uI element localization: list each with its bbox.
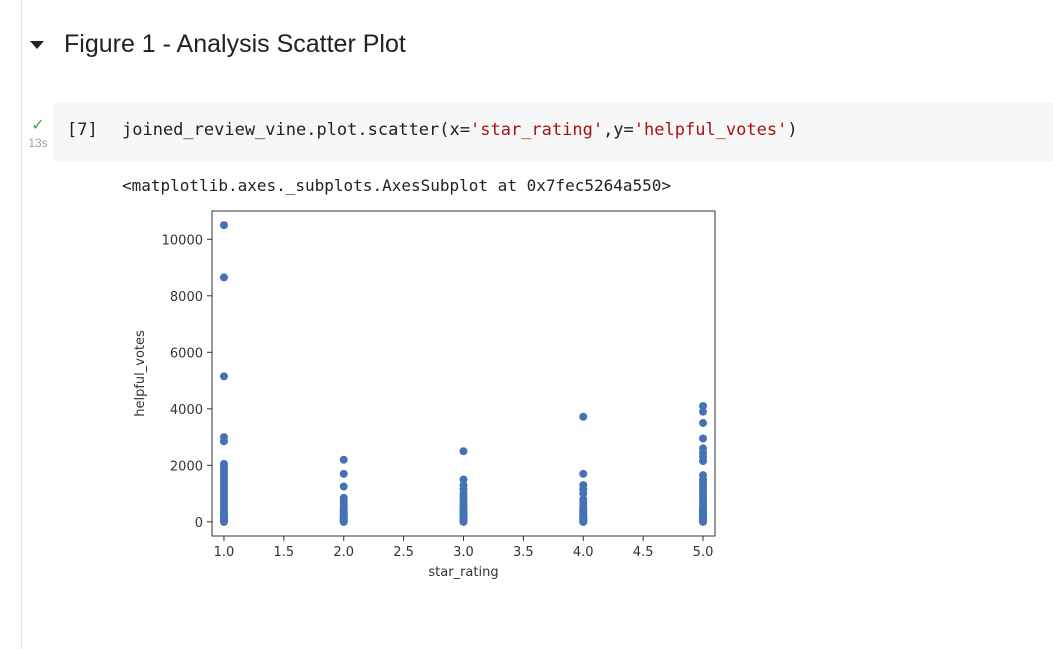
- x-axis-label: star_rating: [428, 565, 498, 580]
- data-point: [339, 482, 348, 491]
- y-tick-label: 8000: [170, 290, 203, 305]
- code-string-x: 'star_rating': [470, 120, 604, 140]
- cell-gutter-divider: [21, 0, 22, 649]
- cell-output-text: <matplotlib.axes._subplots.AxesSubplot a…: [122, 176, 672, 195]
- code-cell[interactable]: [53, 103, 1053, 161]
- scatter-plot: 1.0 1.5 2.0 2.5 3.0 3.5 4.0 4.5 5.0 0 2000 4000 6000…: [133, 210, 716, 580]
- execution-time: 13s: [28, 136, 48, 150]
- data-point: [459, 475, 468, 484]
- y-tick-label: 0: [195, 516, 203, 531]
- x-tick-label: 1.0: [214, 545, 235, 560]
- section-title: Figure 1 - Analysis Scatter Plot: [64, 29, 406, 58]
- data-point: [699, 418, 708, 427]
- data-point: [219, 372, 228, 381]
- data-point: [459, 517, 468, 526]
- run-status[interactable]: ✓ 13s: [24, 117, 52, 151]
- data-point: [699, 457, 708, 466]
- x-tick-label: 3.0: [453, 545, 474, 560]
- data-point: [699, 517, 708, 526]
- data-point: [459, 447, 468, 456]
- x-tick-label: 4.5: [633, 545, 654, 560]
- x-tick-label: 4.0: [573, 545, 594, 560]
- data-point: [699, 402, 708, 410]
- code-suffix: ): [787, 120, 798, 140]
- data-point: [219, 517, 228, 526]
- data-point: [219, 437, 228, 446]
- data-point: [219, 273, 228, 282]
- data-point: [579, 412, 588, 421]
- data-point: [579, 469, 588, 478]
- data-point: [339, 517, 348, 526]
- code-editor[interactable]: joined_review_vine.plot.scatter(x='star_…: [122, 120, 798, 140]
- y-tick-label: 2000: [170, 459, 203, 474]
- data-point: [339, 469, 348, 478]
- code-string-y: 'helpful_votes': [633, 120, 788, 140]
- x-tick-label: 3.5: [513, 545, 534, 560]
- y-axis-label: helpful_votes: [133, 330, 148, 417]
- y-tick-label: 4000: [170, 403, 203, 418]
- data-point: [219, 221, 228, 230]
- data-point: [699, 434, 708, 443]
- data-point: [579, 517, 588, 526]
- y-tick-label: 10000: [162, 233, 203, 248]
- x-tick-label: 2.0: [333, 545, 354, 560]
- code-separator: ,y=: [603, 120, 634, 140]
- data-point: [699, 407, 708, 416]
- check-icon: ✓: [31, 117, 45, 134]
- data-point: [579, 489, 588, 498]
- y-tick-label: 6000: [170, 346, 203, 361]
- data-point: [339, 455, 348, 464]
- x-tick-label: 1.5: [274, 545, 295, 560]
- section-header[interactable]: Figure 1 - Analysis Scatter Plot: [30, 26, 406, 62]
- x-tick-label: 5.0: [693, 545, 714, 560]
- execution-count: [7]: [67, 120, 98, 140]
- x-tick-label: 2.5: [393, 545, 414, 560]
- code-prefix: joined_review_vine.plot.scatter(x=: [122, 120, 470, 140]
- caret-down-icon[interactable]: [30, 41, 44, 49]
